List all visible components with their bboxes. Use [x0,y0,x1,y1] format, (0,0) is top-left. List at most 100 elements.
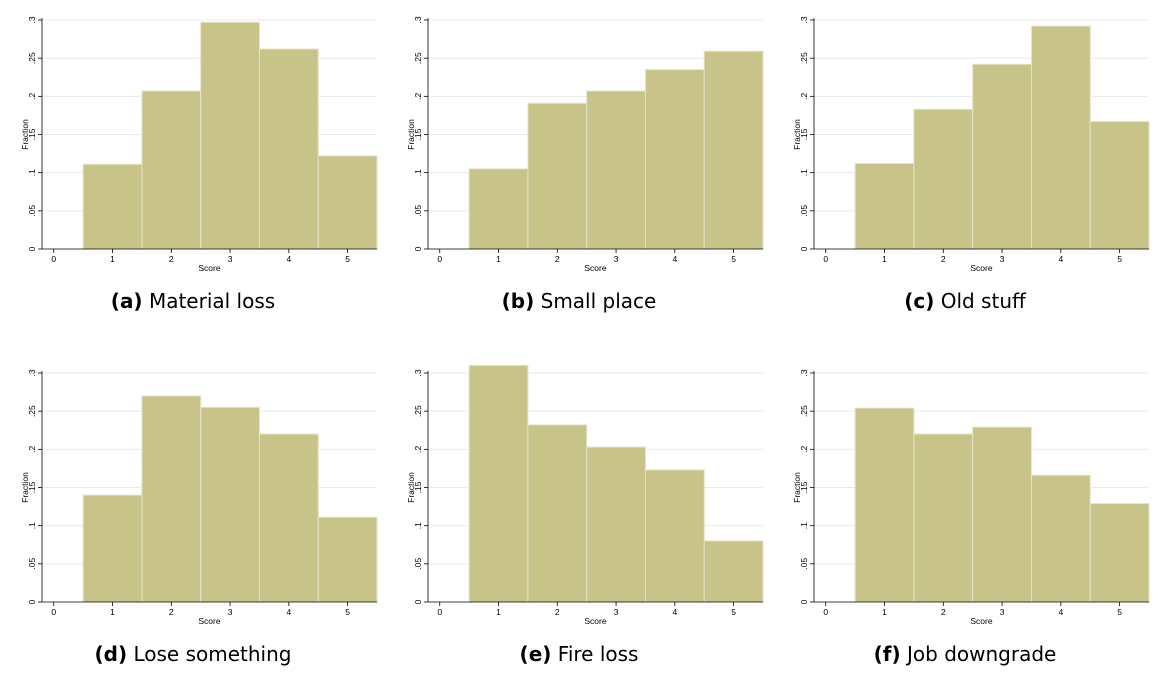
x-tick-label: 2 [169,607,174,617]
panel-caption: Material loss [148,289,276,313]
x-tick-label: 5 [345,607,350,617]
y-tick-label: 0 [413,246,423,251]
y-axis-title: Fraction [20,119,30,150]
x-tick-label: 0 [437,254,442,264]
bar-score-3 [586,446,646,603]
histogram-material-loss: 0 .05 .1 .15 .2 .25 .3 0 1 2 3 4 5 Score Fraction [20,16,378,273]
x-tick-label: 3 [228,607,233,617]
x-tick-label: 0 [437,607,442,617]
y-tick-label: .25 [413,52,423,64]
y-axis-title: Fraction [792,472,802,503]
x-tick-label: 4 [672,607,677,617]
y-tick-label: .1 [799,522,809,529]
panel-caption: Lose something [133,642,292,666]
x-axis-title: Score [584,616,606,626]
bar-score-5 [1089,503,1150,603]
x-tick-label: 0 [823,607,828,617]
x-tick-label: 3 [1000,254,1005,264]
y-tick-label: .15 [413,128,423,140]
y-tick-label: .25 [27,52,37,64]
bar-score-1 [82,494,143,603]
caption-lose-something: (d) Lose something [0,642,386,666]
y-axis-title: Fraction [20,472,30,503]
y-tick-label: 0 [799,599,809,604]
bar-score-2 [141,90,202,250]
panel-fire-loss: 0 .05 .1 .15 .2 .25 .3 0 1 2 3 4 5 Score Fraction (e) … [386,353,772,695]
x-axis-title: Score [970,263,992,273]
y-tick-label: .2 [27,93,37,100]
panel-caption: Job downgrade [907,642,1057,666]
y-tick-label: .3 [27,369,37,376]
bar-score-3 [200,21,260,250]
y-tick-label: .2 [413,446,423,453]
y-tick-label: .3 [413,16,423,23]
bar-score-3 [972,426,1032,603]
bar-score-3 [200,406,260,603]
bar-score-4 [258,48,319,250]
bar-score-4 [1030,474,1091,603]
x-tick-label: 4 [672,254,677,264]
bar-score-5 [703,50,764,250]
x-tick-label: 4 [286,254,291,264]
y-tick-label: .1 [27,522,37,529]
panel-label: (c) [904,289,935,313]
caption-small-place: (b) Small place [386,289,772,313]
x-axis-title: Score [198,616,220,626]
bar-score-5 [317,516,378,603]
bar-score-2 [527,424,588,603]
y-tick-label: .3 [413,369,423,376]
y-tick-label: .3 [27,16,37,23]
x-tick-label: 1 [110,607,115,617]
panel-label: (e) [519,642,552,666]
y-tick-label: .05 [799,205,809,217]
x-tick-label: 2 [555,607,560,617]
x-tick-label: 2 [941,607,946,617]
bar-score-4 [644,469,705,603]
x-tick-label: 4 [1058,254,1063,264]
x-tick-label: 5 [1117,607,1122,617]
histogram-old-stuff: 0 .05 .1 .15 .2 .25 .3 0 1 2 3 4 5 Score Fraction [792,16,1150,273]
y-tick-label: .05 [27,558,37,570]
x-tick-label: 0 [51,254,56,264]
x-tick-label: 2 [941,254,946,264]
x-tick-label: 3 [614,607,619,617]
bar-score-2 [913,108,974,250]
y-axis-title: Fraction [406,472,416,503]
histogram-fire-loss: 0 .05 .1 .15 .2 .25 .3 0 1 2 3 4 5 Score Fraction [406,364,764,626]
bar-score-2 [527,102,588,250]
panel-label: (f) [873,642,901,666]
x-tick-label: 3 [1000,607,1005,617]
y-tick-label: .15 [413,481,423,493]
bar-score-1 [854,407,915,603]
bar-score-5 [1089,121,1150,250]
y-tick-label: .05 [799,558,809,570]
panel-job-downgrade: 0 .05 .1 .15 .2 .25 .3 0 1 2 3 4 5 Score Fraction (f) … [772,353,1158,695]
x-tick-label: 4 [1058,607,1063,617]
x-tick-label: 2 [169,254,174,264]
y-axis-title: Fraction [406,119,416,150]
y-tick-label: .05 [27,205,37,217]
panel-lose-something: 0 .05 .1 .15 .2 .25 .3 0 1 2 3 4 5 Score Fraction (d) … [0,353,386,695]
panel-small-place: 0 .05 .1 .15 .2 .25 .3 0 1 2 3 4 5 Score Fraction (b) … [386,0,772,342]
x-axis-title: Score [198,263,220,273]
x-tick-label: 1 [496,607,501,617]
panel-label: (d) [94,642,128,666]
panel-caption: Fire loss [557,642,639,666]
y-tick-label: 0 [799,246,809,251]
x-tick-label: 3 [614,254,619,264]
x-axis-title: Score [970,616,992,626]
y-tick-label: .1 [27,169,37,176]
x-tick-label: 0 [823,254,828,264]
x-tick-label: 2 [555,254,560,264]
caption-fire-loss: (e) Fire loss [386,642,772,666]
x-tick-label: 1 [110,254,115,264]
y-tick-label: .2 [413,93,423,100]
x-tick-label: 3 [228,254,233,264]
y-axis-title: Fraction [792,119,802,150]
bar-score-3 [586,90,646,250]
y-tick-label: 0 [413,599,423,604]
caption-job-downgrade: (f) Job downgrade [772,642,1158,666]
bar-score-4 [258,433,319,603]
y-tick-label: .15 [27,481,37,493]
panel-label: (a) [110,289,143,313]
